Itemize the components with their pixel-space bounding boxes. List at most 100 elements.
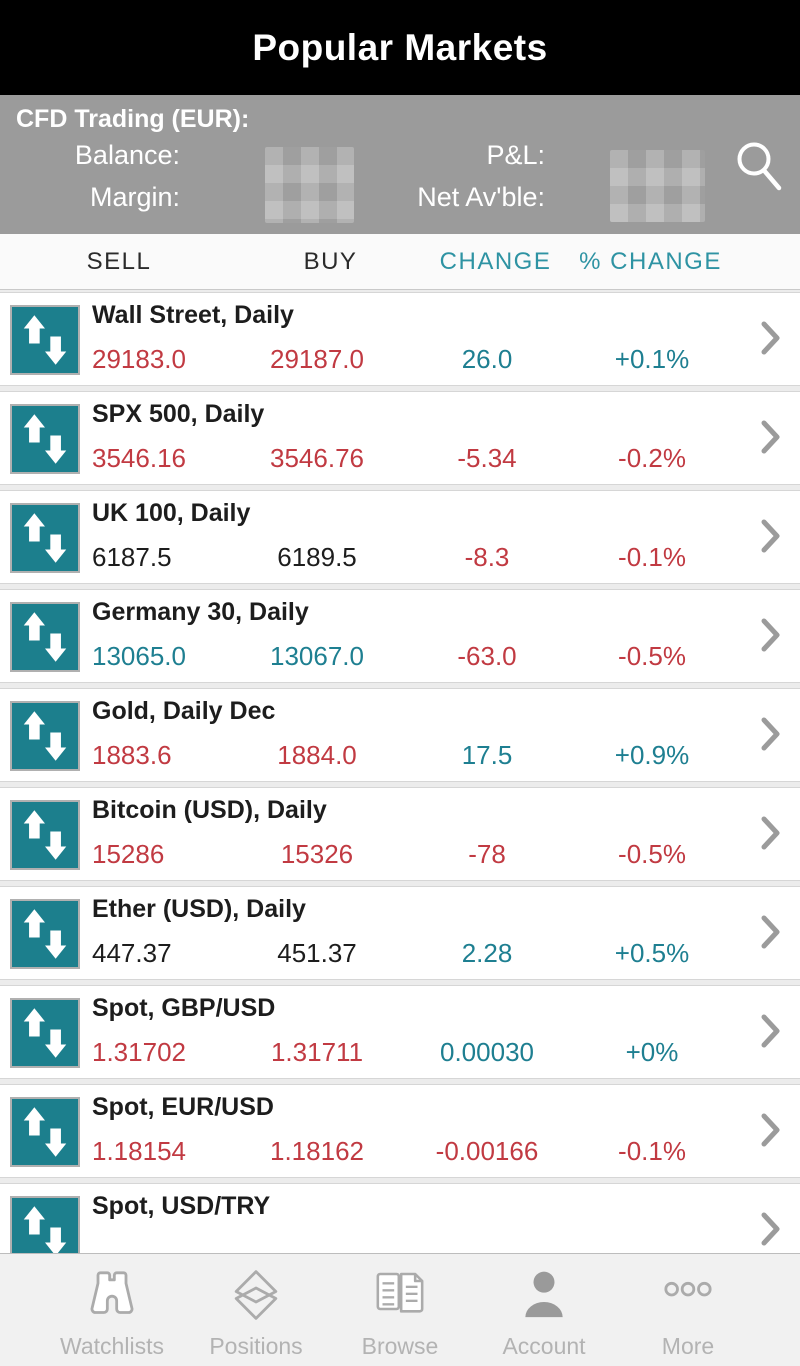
market-name: Bitcoin (USD), Daily bbox=[92, 796, 327, 824]
row-detail-chevron[interactable] bbox=[758, 418, 784, 458]
price-up-down-icon bbox=[10, 800, 80, 870]
chevron-right-icon bbox=[761, 1113, 781, 1150]
market-list: Wall Street, Daily 29183.0 29187.0 26.0 … bbox=[0, 290, 800, 1253]
chevron-right-icon bbox=[761, 519, 781, 556]
price-up-down-icon bbox=[10, 305, 80, 375]
price-up-down-icon bbox=[10, 602, 80, 672]
buy-price: 1884.0 bbox=[277, 740, 357, 770]
market-name: Spot, GBP/USD bbox=[92, 994, 276, 1022]
sell-price: 3546.16 bbox=[92, 443, 186, 473]
pct-change-value: +0.5% bbox=[614, 938, 690, 968]
market-name: Spot, EUR/USD bbox=[92, 1093, 274, 1121]
column-change[interactable]: CHANGE bbox=[439, 247, 552, 275]
column-header-row: SELL BUY CHANGE % CHANGE bbox=[0, 234, 800, 290]
chevron-right-icon bbox=[761, 321, 781, 358]
page-title: Popular Markets bbox=[252, 26, 548, 68]
buy-price: 29187.0 bbox=[270, 344, 364, 374]
net-avble-label: Net Av'ble: bbox=[417, 182, 545, 212]
sell-price: 1.18154 bbox=[92, 1136, 186, 1166]
market-name: UK 100, Daily bbox=[92, 499, 251, 527]
column-buy: BUY bbox=[303, 247, 358, 275]
market-name: Wall Street, Daily bbox=[92, 301, 294, 329]
row-detail-chevron[interactable] bbox=[758, 1012, 784, 1052]
market-name: SPX 500, Daily bbox=[92, 400, 265, 428]
chevron-right-icon bbox=[761, 1014, 781, 1051]
buy-price: 1.31711 bbox=[270, 1037, 364, 1067]
change-value: 17.5 bbox=[461, 740, 513, 770]
row-detail-chevron[interactable] bbox=[758, 715, 784, 755]
tab-label: More bbox=[661, 1333, 715, 1359]
buy-price: 1.18162 bbox=[270, 1136, 364, 1166]
browse-pages-icon bbox=[372, 1268, 428, 1325]
account-summary-panel: CFD Trading (EUR): Balance: P&L: Margin:… bbox=[0, 95, 800, 234]
column-pct-change[interactable]: % CHANGE bbox=[579, 247, 722, 275]
tab-more[interactable]: More bbox=[616, 1268, 760, 1360]
market-row[interactable]: Bitcoin (USD), Daily 15286 15326 -78 -0.… bbox=[0, 787, 800, 881]
search-icon bbox=[726, 135, 788, 204]
margin-label: Margin: bbox=[89, 182, 180, 212]
price-up-down-icon bbox=[10, 899, 80, 969]
market-row[interactable]: SPX 500, Daily 3546.16 3546.76 -5.34 -0.… bbox=[0, 391, 800, 485]
price-up-down-icon bbox=[10, 1196, 80, 1253]
market-row[interactable]: Spot, USD/TRY bbox=[0, 1183, 800, 1253]
row-detail-chevron[interactable] bbox=[758, 1111, 784, 1151]
tab-positions[interactable]: Positions bbox=[184, 1268, 328, 1360]
buy-price: 3546.76 bbox=[270, 443, 364, 473]
change-value: 0.00030 bbox=[440, 1037, 534, 1067]
price-up-down-icon bbox=[10, 404, 80, 474]
row-detail-chevron[interactable] bbox=[758, 1210, 784, 1250]
sell-price: 447.37 bbox=[92, 938, 172, 968]
row-detail-chevron[interactable] bbox=[758, 319, 784, 359]
title-bar: Popular Markets bbox=[0, 0, 800, 95]
chevron-right-icon bbox=[761, 1212, 781, 1249]
pct-change-value: -0.1% bbox=[618, 1136, 686, 1166]
row-detail-chevron[interactable] bbox=[758, 913, 784, 953]
sell-price: 1.31702 bbox=[92, 1037, 186, 1067]
pct-change-value: -0.2% bbox=[618, 443, 686, 473]
pnl-label: P&L: bbox=[486, 140, 545, 170]
chevron-right-icon bbox=[761, 717, 781, 754]
market-name: Gold, Daily Dec bbox=[92, 697, 276, 725]
buy-price: 451.37 bbox=[277, 938, 357, 968]
sell-price: 6187.5 bbox=[92, 542, 172, 572]
row-detail-chevron[interactable] bbox=[758, 616, 784, 656]
buy-price: 15326 bbox=[280, 839, 354, 869]
market-name: Ether (USD), Daily bbox=[92, 895, 306, 923]
buy-price: 13067.0 bbox=[270, 641, 364, 671]
chevron-right-icon bbox=[761, 816, 781, 853]
row-detail-chevron[interactable] bbox=[758, 517, 784, 557]
market-row[interactable]: Wall Street, Daily 29183.0 29187.0 26.0 … bbox=[0, 292, 800, 386]
tab-account[interactable]: Account bbox=[472, 1268, 616, 1360]
bottom-tab-bar: Watchlists Positions bbox=[0, 1253, 800, 1366]
price-up-down-icon bbox=[10, 998, 80, 1068]
pct-change-value: +0% bbox=[625, 1037, 679, 1067]
tab-label: Browse bbox=[361, 1333, 439, 1359]
sell-price: 15286 bbox=[92, 839, 165, 869]
market-row[interactable]: UK 100, Daily 6187.5 6189.5 -8.3 -0.1% bbox=[0, 490, 800, 584]
account-type-label: CFD Trading (EUR): bbox=[16, 105, 250, 133]
search-button[interactable] bbox=[722, 133, 792, 205]
balance-margin-values-redacted bbox=[265, 147, 354, 223]
market-row[interactable]: Ether (USD), Daily 447.37 451.37 2.28 +0… bbox=[0, 886, 800, 980]
balance-label: Balance: bbox=[74, 140, 180, 170]
sell-price: 1883.6 bbox=[92, 740, 172, 770]
row-detail-chevron[interactable] bbox=[758, 814, 784, 854]
change-value: -8.3 bbox=[464, 542, 510, 572]
price-up-down-icon bbox=[10, 701, 80, 771]
tab-label: Account bbox=[502, 1333, 586, 1359]
market-row[interactable]: Germany 30, Daily 13065.0 13067.0 -63.0 … bbox=[0, 589, 800, 683]
more-dots-icon bbox=[660, 1268, 716, 1325]
column-sell: SELL bbox=[86, 247, 152, 275]
market-row[interactable]: Gold, Daily Dec 1883.6 1884.0 17.5 +0.9% bbox=[0, 688, 800, 782]
tab-browse[interactable]: Browse bbox=[328, 1268, 472, 1360]
market-row[interactable]: Spot, GBP/USD 1.31702 1.31711 0.00030 +0… bbox=[0, 985, 800, 1079]
sell-price: 13065.0 bbox=[92, 641, 186, 671]
tab-watchlists[interactable]: Watchlists bbox=[40, 1268, 184, 1360]
buy-price: 6189.5 bbox=[277, 542, 357, 572]
market-row[interactable]: Spot, EUR/USD 1.18154 1.18162 -0.00166 -… bbox=[0, 1084, 800, 1178]
pnl-netavble-values-redacted bbox=[610, 150, 705, 222]
sell-price: 29183.0 bbox=[92, 344, 186, 374]
account-fields: Balance: P&L: Margin: Net Av'ble: bbox=[16, 140, 784, 212]
market-name: Germany 30, Daily bbox=[92, 598, 309, 626]
